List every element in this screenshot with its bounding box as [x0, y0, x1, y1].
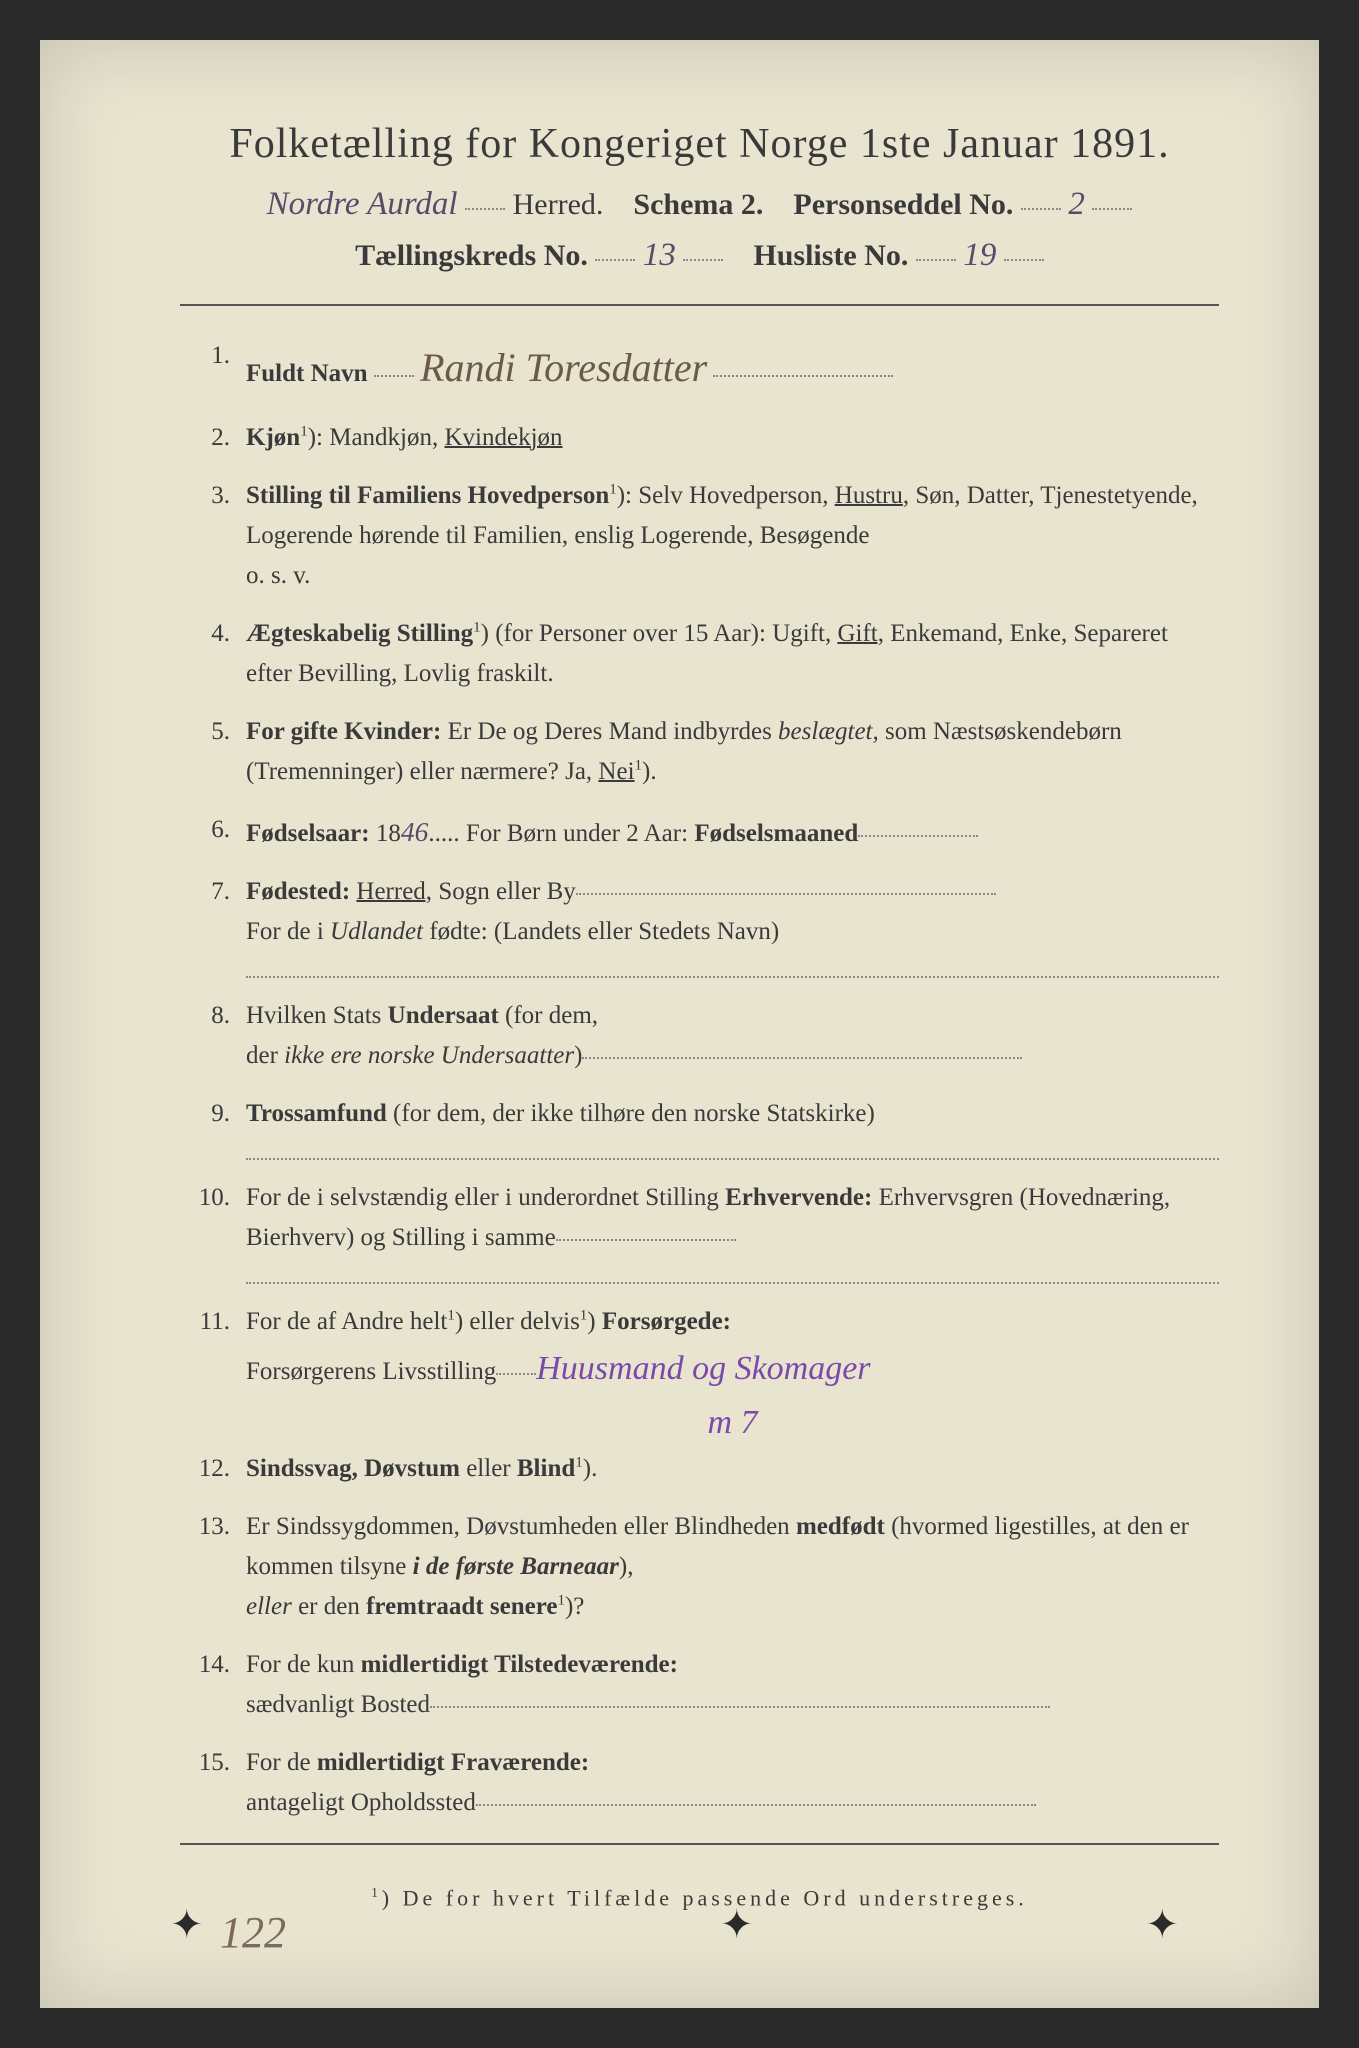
item-6-label: Fødselsaar: — [246, 820, 370, 847]
item-7-label: Fødested: — [246, 878, 350, 905]
item-12-label: Sindssvag, Døvstum — [246, 1455, 460, 1482]
tick-mark: ✦ — [720, 1901, 754, 1948]
item-num: 2. — [180, 418, 246, 458]
item-7: 7. Fødested: Herred, Sogn eller By For d… — [180, 872, 1219, 978]
item-5: 5. For gifte Kvinder: Er De og Deres Man… — [180, 712, 1219, 792]
birth-year: 46 — [401, 816, 429, 847]
item-num: 12. — [180, 1449, 246, 1489]
item-num: 7. — [180, 872, 246, 978]
item-num: 13. — [180, 1507, 246, 1627]
tick-mark: ✦ — [170, 1901, 204, 1948]
item-8-label: Undersaat — [388, 1002, 499, 1029]
item-5-label: For gifte Kvinder: — [246, 718, 441, 745]
personseddel-label: Personseddel No. — [793, 188, 1013, 221]
item-4: 4. Ægteskabelig Stilling1) (for Personer… — [180, 614, 1219, 694]
item-num: 9. — [180, 1094, 246, 1160]
schema-label: Schema 2. — [633, 188, 763, 221]
item-10: 10. For de i selvstændig eller i underor… — [180, 1178, 1219, 1284]
herred-value: Nordre Aurdal — [267, 186, 458, 222]
item-num: 6. — [180, 810, 246, 854]
item-num: 11. — [180, 1302, 246, 1451]
divider-bottom — [180, 1843, 1219, 1845]
page-number: 122 — [220, 1907, 286, 1958]
item-3: 3. Stilling til Familiens Hovedperson1):… — [180, 476, 1219, 596]
item-num: 4. — [180, 614, 246, 694]
item-9-label: Trossamfund — [246, 1100, 387, 1127]
header-line-2: Nordre Aurdal Herred. Schema 2. Personse… — [180, 186, 1219, 223]
item-num: 8. — [180, 996, 246, 1076]
item-15: 15. For de midlertidigt Fraværende: anta… — [180, 1743, 1219, 1823]
tick-mark: ✦ — [1145, 1901, 1179, 1948]
marital-selected: Gift, — [837, 620, 884, 647]
item-11-label: Forsørgede: — [602, 1308, 731, 1335]
full-name-value: Randi Toresdatter — [420, 345, 707, 390]
item-10-label: Erhvervende: — [725, 1184, 872, 1211]
item-num: 10. — [180, 1178, 246, 1284]
item-15-label: midlertidigt Fraværende: — [317, 1749, 589, 1776]
personseddel-no: 2 — [1068, 186, 1085, 222]
item-2: 2. Kjøn1): Mandkjøn, Kvindekjøn — [180, 418, 1219, 458]
item-12: 12. Sindssvag, Døvstum eller Blind1). — [180, 1449, 1219, 1489]
form-title: Folketælling for Kongeriget Norge 1ste J… — [180, 120, 1219, 168]
related-selected: Nei — [598, 758, 634, 785]
item-2-label: Kjøn — [246, 424, 300, 451]
form-header: Folketælling for Kongeriget Norge 1ste J… — [180, 120, 1219, 274]
husliste-label: Husliste No. — [753, 239, 908, 272]
item-6: 6. Fødselsaar: 1846..... For Børn under … — [180, 810, 1219, 854]
header-line-3: Tællingskreds No. 13 Husliste No. 19 — [180, 237, 1219, 274]
item-8: 8. Hvilken Stats Undersaat (for dem, der… — [180, 996, 1219, 1076]
item-1: 1. Fuldt Navn Randi Toresdatter — [180, 336, 1219, 400]
sex-selected: Kvindekjøn — [444, 424, 562, 451]
mark-m7: m 7 — [707, 1404, 757, 1441]
taellingskreds-label: Tællingskreds No. — [355, 239, 588, 272]
item-14: 14. For de kun midlertidigt Tilstedevære… — [180, 1645, 1219, 1725]
item-num: 5. — [180, 712, 246, 792]
item-1-label: Fuldt Navn — [246, 360, 368, 387]
item-3-label: Stilling til Familiens Hovedperson — [246, 482, 609, 509]
item-14-label: midlertidigt Tilstedeværende: — [361, 1651, 678, 1678]
provider-occupation: Huusmand og Skomager — [536, 1350, 870, 1387]
husliste-no: 19 — [963, 237, 996, 273]
taellingskreds-no: 13 — [643, 237, 676, 273]
item-num: 3. — [180, 476, 246, 596]
herred-label: Herred. — [513, 188, 604, 221]
birthplace-selected: Herred, — [356, 878, 432, 905]
item-num: 15. — [180, 1743, 246, 1823]
item-9: 9. Trossamfund (for dem, der ikke tilhør… — [180, 1094, 1219, 1160]
item-11: 11. For de af Andre helt1) eller delvis1… — [180, 1302, 1219, 1451]
relation-selected: Hustru — [835, 482, 903, 509]
item-4-label: Ægteskabelig Stilling — [246, 620, 473, 647]
item-num: 14. — [180, 1645, 246, 1725]
item-num: 1. — [180, 336, 246, 400]
footnote: 1) De for hvert Tilfælde passende Ord un… — [180, 1885, 1219, 1911]
divider-top — [180, 304, 1219, 306]
census-form-page: Folketælling for Kongeriget Norge 1ste J… — [40, 40, 1319, 2008]
item-13-label: medfødt — [796, 1513, 885, 1540]
item-13: 13. Er Sindssygdommen, Døvstumheden elle… — [180, 1507, 1219, 1627]
